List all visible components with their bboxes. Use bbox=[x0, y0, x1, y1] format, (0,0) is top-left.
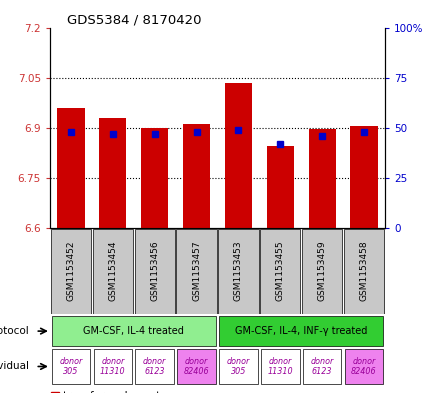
Text: donor
11310: donor 11310 bbox=[100, 357, 125, 376]
Text: donor
6123: donor 6123 bbox=[143, 357, 166, 376]
Bar bbox=[57, 108, 84, 228]
Bar bbox=[224, 83, 251, 228]
Text: GSM1153452: GSM1153452 bbox=[66, 241, 75, 301]
Bar bbox=[219, 349, 257, 384]
Text: GDS5384 / 8170420: GDS5384 / 8170420 bbox=[67, 13, 201, 26]
Text: GSM1153458: GSM1153458 bbox=[359, 241, 368, 301]
Text: donor
6123: donor 6123 bbox=[310, 357, 333, 376]
Bar bbox=[135, 349, 174, 384]
Text: GSM1153455: GSM1153455 bbox=[275, 241, 284, 301]
Bar bbox=[260, 349, 299, 384]
Bar bbox=[301, 229, 342, 314]
Text: donor
305: donor 305 bbox=[226, 357, 250, 376]
Text: GSM1153459: GSM1153459 bbox=[317, 241, 326, 301]
Text: donor
305: donor 305 bbox=[59, 357, 82, 376]
Bar bbox=[302, 349, 341, 384]
Text: GSM1153453: GSM1153453 bbox=[233, 241, 242, 301]
Bar bbox=[99, 118, 126, 228]
Bar bbox=[51, 229, 91, 314]
Text: donor
82406: donor 82406 bbox=[183, 357, 209, 376]
Text: GSM1153456: GSM1153456 bbox=[150, 241, 159, 301]
Text: individual: individual bbox=[0, 362, 29, 371]
Bar bbox=[134, 229, 174, 314]
Bar bbox=[177, 349, 215, 384]
Bar bbox=[308, 129, 335, 228]
Bar bbox=[266, 146, 293, 228]
Bar bbox=[52, 316, 215, 347]
Bar bbox=[183, 124, 210, 228]
Bar bbox=[343, 229, 383, 314]
Text: donor
11310: donor 11310 bbox=[267, 357, 293, 376]
Bar bbox=[218, 229, 258, 314]
Bar bbox=[350, 126, 377, 228]
Bar bbox=[219, 316, 382, 347]
Text: GSM1153457: GSM1153457 bbox=[192, 241, 201, 301]
Text: protocol: protocol bbox=[0, 326, 29, 336]
Bar bbox=[141, 128, 168, 228]
Text: donor
82406: donor 82406 bbox=[350, 357, 376, 376]
Bar bbox=[52, 349, 90, 384]
Bar bbox=[176, 229, 216, 314]
Text: transformed count: transformed count bbox=[63, 391, 160, 393]
Text: GM-CSF, IL-4, INF-γ treated: GM-CSF, IL-4, INF-γ treated bbox=[234, 326, 367, 336]
Bar bbox=[344, 349, 382, 384]
Bar bbox=[92, 229, 133, 314]
Text: GM-CSF, IL-4 treated: GM-CSF, IL-4 treated bbox=[83, 326, 184, 336]
Text: GSM1153454: GSM1153454 bbox=[108, 241, 117, 301]
Bar bbox=[260, 229, 300, 314]
Bar bbox=[93, 349, 132, 384]
